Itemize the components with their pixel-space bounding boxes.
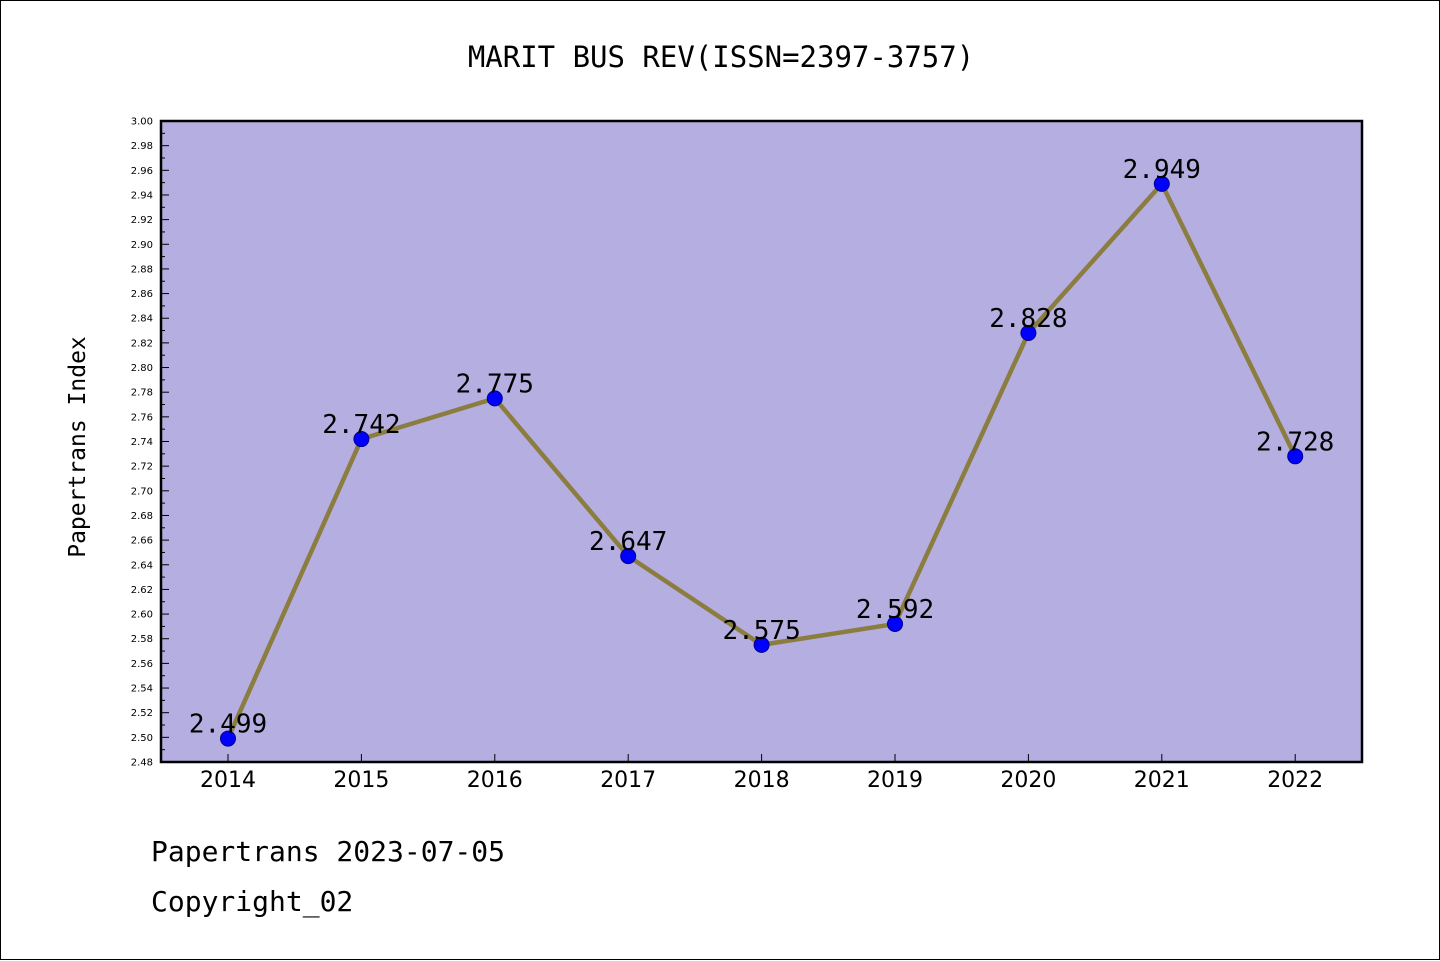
x-tick-label: 2019 [867, 768, 923, 793]
data-point [486, 390, 503, 407]
y-tick-label: 2.74 [131, 437, 153, 448]
y-tick-label: 3.00 [131, 117, 153, 128]
data-label: 2.592 [856, 595, 934, 625]
y-axis: 2.48 2.50 2.52 2.54 2.56 2.58 2.60 2.62 2.64 2.66… [131, 117, 169, 769]
x-tick-label: 2014 [200, 768, 256, 793]
data-label: 2.499 [189, 710, 267, 740]
y-tick-label: 2.72 [131, 462, 153, 473]
y-tick-label: 2.50 [131, 733, 153, 744]
y-axis-label: Papertrans Index [65, 336, 91, 558]
footer-date: Papertrans 2023-07-05 [151, 835, 506, 868]
y-tick-label: 2.62 [131, 585, 153, 596]
data-label: 2.828 [989, 304, 1067, 334]
y-tick-label: 2.60 [131, 610, 153, 621]
y-tick-label: 2.86 [131, 289, 153, 300]
y-tick-label: 2.54 [131, 684, 153, 695]
y-tick-label: 2.66 [131, 536, 153, 547]
y-tick-label: 2.88 [131, 264, 153, 275]
y-tick-label: 2.52 [131, 708, 153, 719]
data-label: 2.949 [1123, 155, 1201, 185]
y-tick-label: 2.64 [131, 560, 153, 571]
plot-border [159, 119, 1364, 764]
x-tick-label: 2016 [467, 768, 523, 793]
data-label: 2.775 [456, 369, 534, 399]
data-point [353, 431, 370, 448]
y-tick-label: 2.90 [131, 240, 153, 251]
x-tick-label: 2015 [333, 768, 389, 793]
y-tick-label: 2.80 [131, 363, 153, 374]
data-point [887, 615, 903, 632]
x-tick-label: 2020 [1000, 768, 1056, 793]
data-point [220, 730, 236, 747]
y-tick-label: 2.68 [131, 511, 153, 522]
x-tick-label: 2022 [1267, 768, 1323, 793]
x-axis: 2014 2015 2016 2017 2018 2019 2020 2021 2022 [200, 754, 1323, 793]
y-tick-label: 2.58 [131, 634, 153, 645]
y-tick-label: 2.94 [131, 190, 153, 201]
data-point [1020, 325, 1037, 342]
data-label: 2.728 [1256, 427, 1334, 457]
data-label: 2.575 [722, 616, 800, 646]
x-tick-label: 2018 [734, 768, 790, 793]
x-tick-label: 2017 [600, 768, 656, 793]
y-tick-label: 2.96 [131, 166, 153, 177]
data-labels-group: 2.499 2.742 2.775 2.647 2.575 2.592 2.828 2.949… [189, 155, 1334, 740]
chart-title: MARIT BUS REV(ISSN=2397-3757) [468, 40, 974, 74]
y-tick-label: 2.82 [131, 338, 153, 349]
y-tick-label: 2.76 [131, 412, 153, 423]
y-tick-label: 2.98 [131, 141, 153, 152]
y-tick-label: 2.92 [131, 215, 153, 226]
y-tick-label: 2.84 [131, 314, 153, 325]
data-point [753, 636, 770, 653]
y-tick-label: 2.70 [131, 486, 153, 497]
plot-area [161, 121, 1362, 762]
data-point [1153, 175, 1170, 192]
data-label: 2.742 [322, 410, 400, 440]
footer-copyright: Copyright_02 [151, 885, 354, 918]
x-tick-label: 2021 [1134, 768, 1190, 793]
y-tick-label: 2.78 [131, 388, 153, 399]
y-tick-label: 2.56 [131, 659, 153, 670]
data-point [1287, 448, 1304, 465]
data-label: 2.647 [589, 527, 667, 557]
series-group [220, 175, 1304, 747]
data-point [620, 548, 637, 565]
y-tick-label: 2.48 [131, 758, 153, 769]
